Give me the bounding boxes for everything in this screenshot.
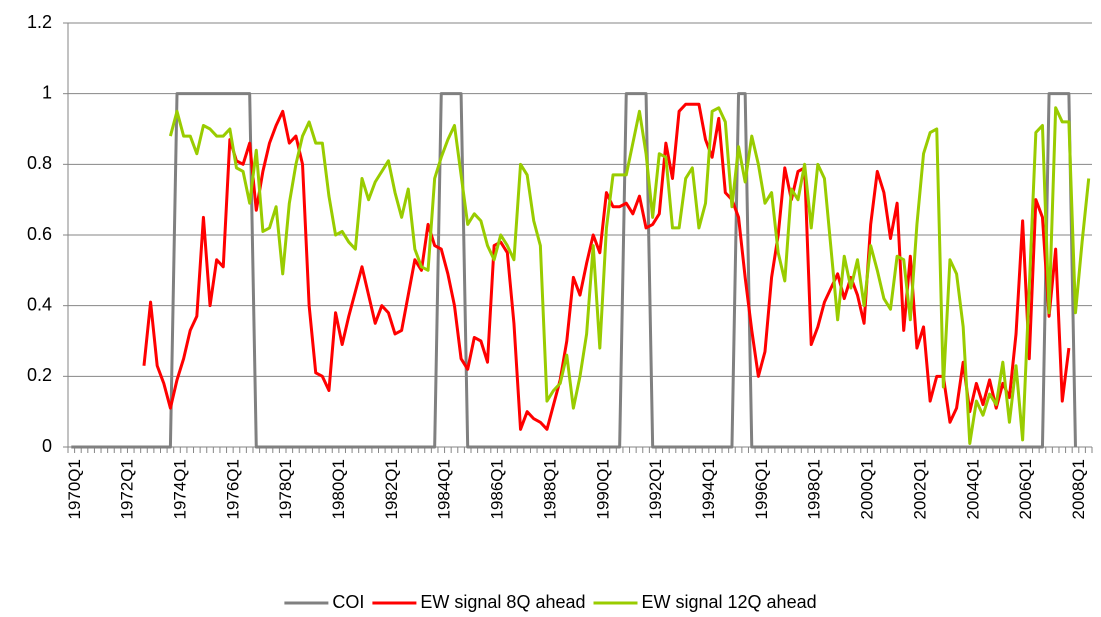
x-tick-label: 1988Q1 (540, 459, 559, 520)
x-tick-label: 2000Q1 (858, 459, 877, 520)
x-tick-label: 1972Q1 (118, 459, 137, 520)
y-tick-label: 0.8 (27, 153, 52, 173)
y-tick-label: 0.4 (27, 294, 52, 314)
y-tick-label: 0.6 (27, 224, 52, 244)
series-line (142, 102, 1071, 431)
x-tick-label: 1990Q1 (593, 459, 612, 520)
x-tick-label: 1998Q1 (805, 459, 824, 520)
x-tick-label: 2002Q1 (910, 459, 929, 520)
x-tick-label: 1978Q1 (276, 459, 295, 520)
y-tick-label: 1.2 (27, 12, 52, 32)
x-tick-label: 1994Q1 (699, 459, 718, 520)
x-axis: 1970Q1 1972Q1 1974Q1 1976Q1 1978Q1 1980Q1 1982… (65, 23, 1093, 520)
x-tick-label: 2006Q1 (1016, 459, 1035, 520)
x-tick-label: 1970Q1 (65, 459, 84, 520)
legend: COI EW signal 8Q ahead EW signal 12Q ahead (284, 592, 817, 612)
y-tick-label: 0.2 (27, 365, 52, 385)
x-tick-label: 2008Q1 (1069, 459, 1088, 520)
legend-label: EW signal 8Q ahead (420, 592, 585, 612)
y-tick-label: 1 (42, 82, 52, 102)
x-tick-label: 1984Q1 (435, 459, 454, 520)
x-tick-label: 2004Q1 (963, 459, 982, 520)
x-tick-label: 1976Q1 (223, 459, 242, 520)
x-tick-label: 1996Q1 (752, 459, 771, 520)
y-tick-label: 0 (42, 436, 52, 456)
series-line (168, 106, 1091, 445)
legend-label: COI (332, 592, 364, 612)
legend-label: EW signal 12Q ahead (642, 592, 817, 612)
x-tick-label: 1980Q1 (329, 459, 348, 520)
x-tick-label: 1974Q1 (170, 459, 189, 520)
x-tick-label: 1982Q1 (382, 459, 401, 520)
x-tick-label: 1992Q1 (646, 459, 665, 520)
x-tick-label: 1986Q1 (488, 459, 507, 520)
plot (71, 92, 1091, 449)
series-line (71, 92, 1077, 449)
